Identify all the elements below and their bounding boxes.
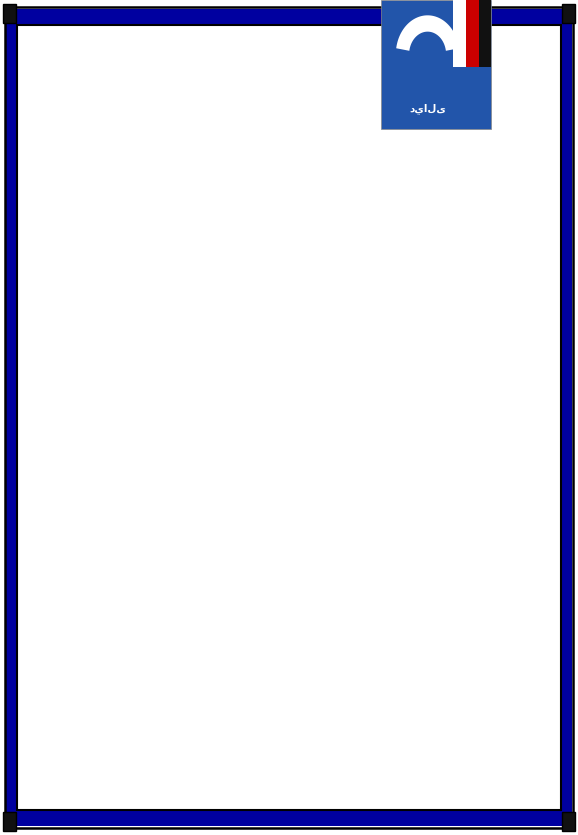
Text: of Engineering, University of Diyala in Partial Fulfillment of: of Engineering, University of Diyala in … bbox=[81, 403, 497, 417]
Text: 1445: 1445 bbox=[492, 657, 529, 671]
Text: Supervised by: Supervised by bbox=[232, 558, 346, 572]
Text: (B.Sc. Civil Engineering, 2017): (B.Sc. Civil Engineering, 2017) bbox=[162, 534, 416, 549]
Text: the Requirements for Master Degree in Civil Engineering /: the Requirements for Master Degree in Ci… bbox=[86, 427, 492, 440]
Text: Prof. Dr. Hassan Obaid Abbas: Prof. Dr. Hassan Obaid Abbas bbox=[168, 582, 410, 596]
Text: Laboratory Model for Sheet Pile Subjected to: Laboratory Model for Sheet Pile Subjecte… bbox=[69, 280, 509, 296]
Bar bbox=[479, 0, 491, 68]
Bar bbox=[381, 0, 491, 129]
Polygon shape bbox=[396, 15, 459, 51]
Text: Soil and Foundation Engineering.: Soil and Foundation Engineering. bbox=[173, 450, 405, 463]
Bar bbox=[453, 0, 466, 68]
Text: Rouida Haithem Ahmed: Rouida Haithem Ahmed bbox=[191, 511, 387, 525]
Text: ديالى: ديالى bbox=[409, 104, 446, 114]
Text: University of Diyala: University of Diyala bbox=[163, 134, 294, 148]
Text: Shawal: Shawal bbox=[476, 635, 529, 648]
Text: Ministry of Higher Education: Ministry of Higher Education bbox=[131, 88, 325, 101]
Text: April: April bbox=[49, 635, 86, 648]
Bar bbox=[562, 812, 575, 831]
Text: BY: BY bbox=[278, 488, 300, 503]
Text: 2024: 2024 bbox=[49, 657, 86, 671]
Text: Cyclic Load in Sandy Soil: Cyclic Load in Sandy Soil bbox=[166, 311, 412, 328]
Text: and Scientific Research: and Scientific Research bbox=[150, 111, 307, 124]
Text: College of Engineering: College of Engineering bbox=[152, 158, 305, 171]
Bar bbox=[3, 812, 16, 831]
Text: A Thesis Submitted to Civil Engineering Department College: A Thesis Submitted to Civil Engineering … bbox=[79, 380, 499, 393]
Bar bbox=[466, 0, 479, 68]
Bar bbox=[3, 4, 16, 23]
Bar bbox=[562, 4, 575, 23]
